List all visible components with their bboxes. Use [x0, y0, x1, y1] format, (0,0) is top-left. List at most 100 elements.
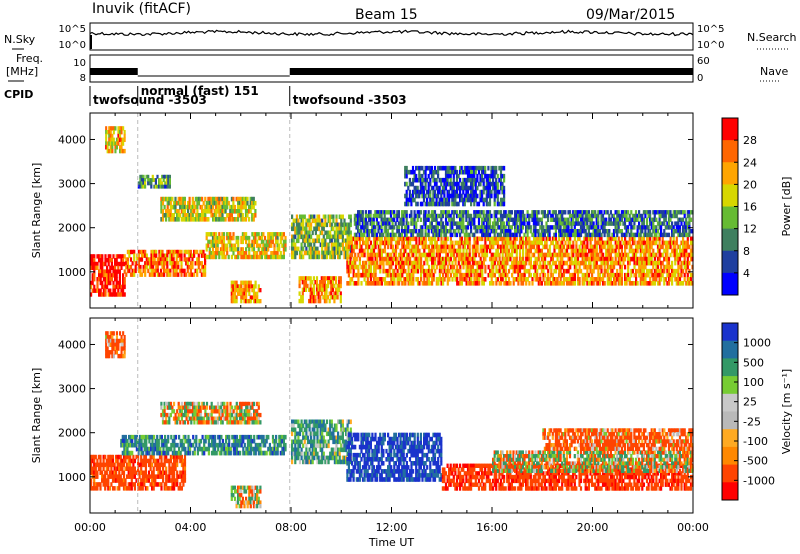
velocity-ytick-label-3: 4000: [58, 338, 86, 351]
power-cbar-label-4: 12: [743, 223, 757, 236]
data-band-10: [353, 210, 694, 238]
noise-line: [89, 29, 694, 37]
power-colorbar-cell-6: [722, 250, 738, 274]
freq-tick-bottom: 8: [80, 73, 86, 84]
freq-label-2: [MHz]: [6, 65, 38, 78]
velocity-colorbar-cell-8: [722, 464, 738, 483]
velocity-colorbar-cell-0: [722, 323, 738, 342]
power-cbar-label-5: 8: [743, 245, 750, 258]
cpid-segment-0: twofsound -3503: [93, 93, 207, 107]
cpid-segment-2: twofsound -3503: [293, 93, 407, 107]
power-cbar-label-2: 20: [743, 178, 757, 191]
velocity-cbar-label-4: -25: [743, 415, 761, 428]
freq-label-1: Freq.: [16, 52, 43, 65]
freq-block-0: [90, 68, 138, 75]
power-panel: 1000 2000 3000 4000 Slant Range [km]: [30, 112, 694, 309]
data-band-6: [346, 432, 443, 482]
velocity-cbar-label-1: 500: [743, 356, 764, 369]
power-ytick-label-1: 2000: [58, 222, 86, 235]
power-colorbar-cell-1: [722, 140, 738, 163]
noise-panel-frame: [89, 22, 694, 51]
data-band-4: [137, 174, 171, 189]
velocity-panel: 1000 2000 3000 4000 Slant Range [km] 00:00 04:…: [30, 317, 709, 549]
power-colorbar-cell-7: [722, 272, 738, 296]
power-colorbar-title: Power [dB]: [780, 177, 793, 237]
velocity-colorbar-cell-5: [722, 411, 738, 430]
data-band-0: [90, 454, 187, 491]
data-band-8: [298, 276, 342, 304]
velocity-colorbar-frame: [721, 322, 739, 501]
velocity-cbar-label-7: -1000: [743, 474, 775, 487]
data-band-2: [160, 401, 262, 425]
velocity-colorbar-cell-4: [722, 393, 738, 412]
data-band-8: [492, 450, 694, 473]
noise-tick-bottom: 10^0: [59, 40, 86, 51]
xtick-label-2: 08:00: [275, 521, 307, 534]
velocity-cbar-label-3: 25: [743, 396, 757, 409]
noise-trace: [89, 29, 694, 49]
data-band-4: [230, 485, 262, 509]
power-cbar-label-6: 4: [743, 267, 750, 280]
velocity-cbar-label-0: 1000: [743, 337, 771, 350]
data-band-3: [105, 331, 126, 359]
power-cbar-label-0: 28: [743, 134, 757, 147]
freq-tick-top: 10: [73, 58, 86, 69]
data-band-1: [125, 249, 207, 277]
data-band-3: [105, 126, 126, 154]
xtick-label-1: 04:00: [175, 521, 207, 534]
power-colorbar: 28 24 20 16 12 8 4 Power [dB]: [721, 117, 793, 296]
power-ylabel: Slant Range [km]: [30, 163, 43, 259]
velocity-colorbar-cell-7: [722, 446, 738, 466]
xtick-label-5: 20:00: [577, 521, 609, 534]
power-ytick-label-0: 1000: [58, 266, 86, 279]
data-band-7: [291, 214, 352, 260]
nsky-label: N.Sky: [4, 33, 36, 46]
data-band-5: [291, 419, 352, 465]
station-title: Inuvik (fitACF): [92, 1, 191, 17]
velocity-cbar-label-2: 100: [743, 376, 764, 389]
velocity-ylabel: Slant Range [km]: [30, 368, 43, 464]
cpid-label: CPID: [4, 88, 33, 101]
velocity-cbar-label-6: -500: [743, 455, 768, 468]
noise-rtick-top: 10^5: [697, 24, 724, 35]
power-cbar-label-1: 24: [743, 156, 757, 169]
velocity-ytick-label-1: 2000: [58, 427, 86, 440]
power-colorbar-cell-0: [722, 118, 738, 141]
power-ytick-label-2: 3000: [58, 178, 86, 191]
cpid-segment-1: normal (fast) 151: [141, 84, 259, 98]
data-band-9: [542, 428, 694, 451]
power-colorbar-cell-3: [722, 184, 738, 207]
date-title: 09/Mar/2015: [586, 7, 675, 23]
freq-block-1: [289, 68, 693, 75]
x-axis-label: Time UT: [368, 536, 414, 549]
velocity-colorbar-cell-9: [722, 482, 738, 501]
velocity-ytick-label-2: 3000: [58, 383, 86, 396]
velocity-ytick-label-0: 1000: [58, 471, 86, 484]
data-band-9: [346, 236, 694, 286]
velocity-colorbar: 1000 500 100 25 -25 -100 -500 -1000 Velocity [m …: [721, 322, 793, 501]
data-band-5: [160, 196, 257, 222]
nave-tick-bottom: 0: [697, 73, 703, 84]
xtick-label-4: 16:00: [476, 521, 508, 534]
nsearch-label: N.Search: [747, 31, 797, 44]
xtick-label-6: 00:00: [677, 521, 709, 534]
power-colorbar-cell-2: [722, 162, 738, 185]
noise-tick-top: 10^5: [59, 24, 86, 35]
data-band-1: [120, 434, 287, 456]
xtick-label-0: 00:00: [74, 521, 106, 534]
power-colorbar-cell-5: [722, 228, 738, 252]
velocity-cbar-label-5: -100: [743, 435, 768, 448]
beam-title: Beam 15: [355, 7, 418, 23]
power-colorbar-cell-4: [722, 206, 738, 230]
data-band-0: [90, 254, 126, 297]
velocity-colorbar-title: Velocity [m s⁻¹]: [780, 369, 793, 454]
velocity-colorbar-cell-1: [722, 340, 738, 359]
noise-rtick-bottom: 10^0: [697, 40, 724, 51]
xtick-label-3: 12:00: [376, 521, 408, 534]
data-band-2: [205, 232, 287, 260]
velocity-colorbar-cell-2: [722, 358, 738, 377]
power-cbar-label-3: 16: [743, 201, 757, 214]
